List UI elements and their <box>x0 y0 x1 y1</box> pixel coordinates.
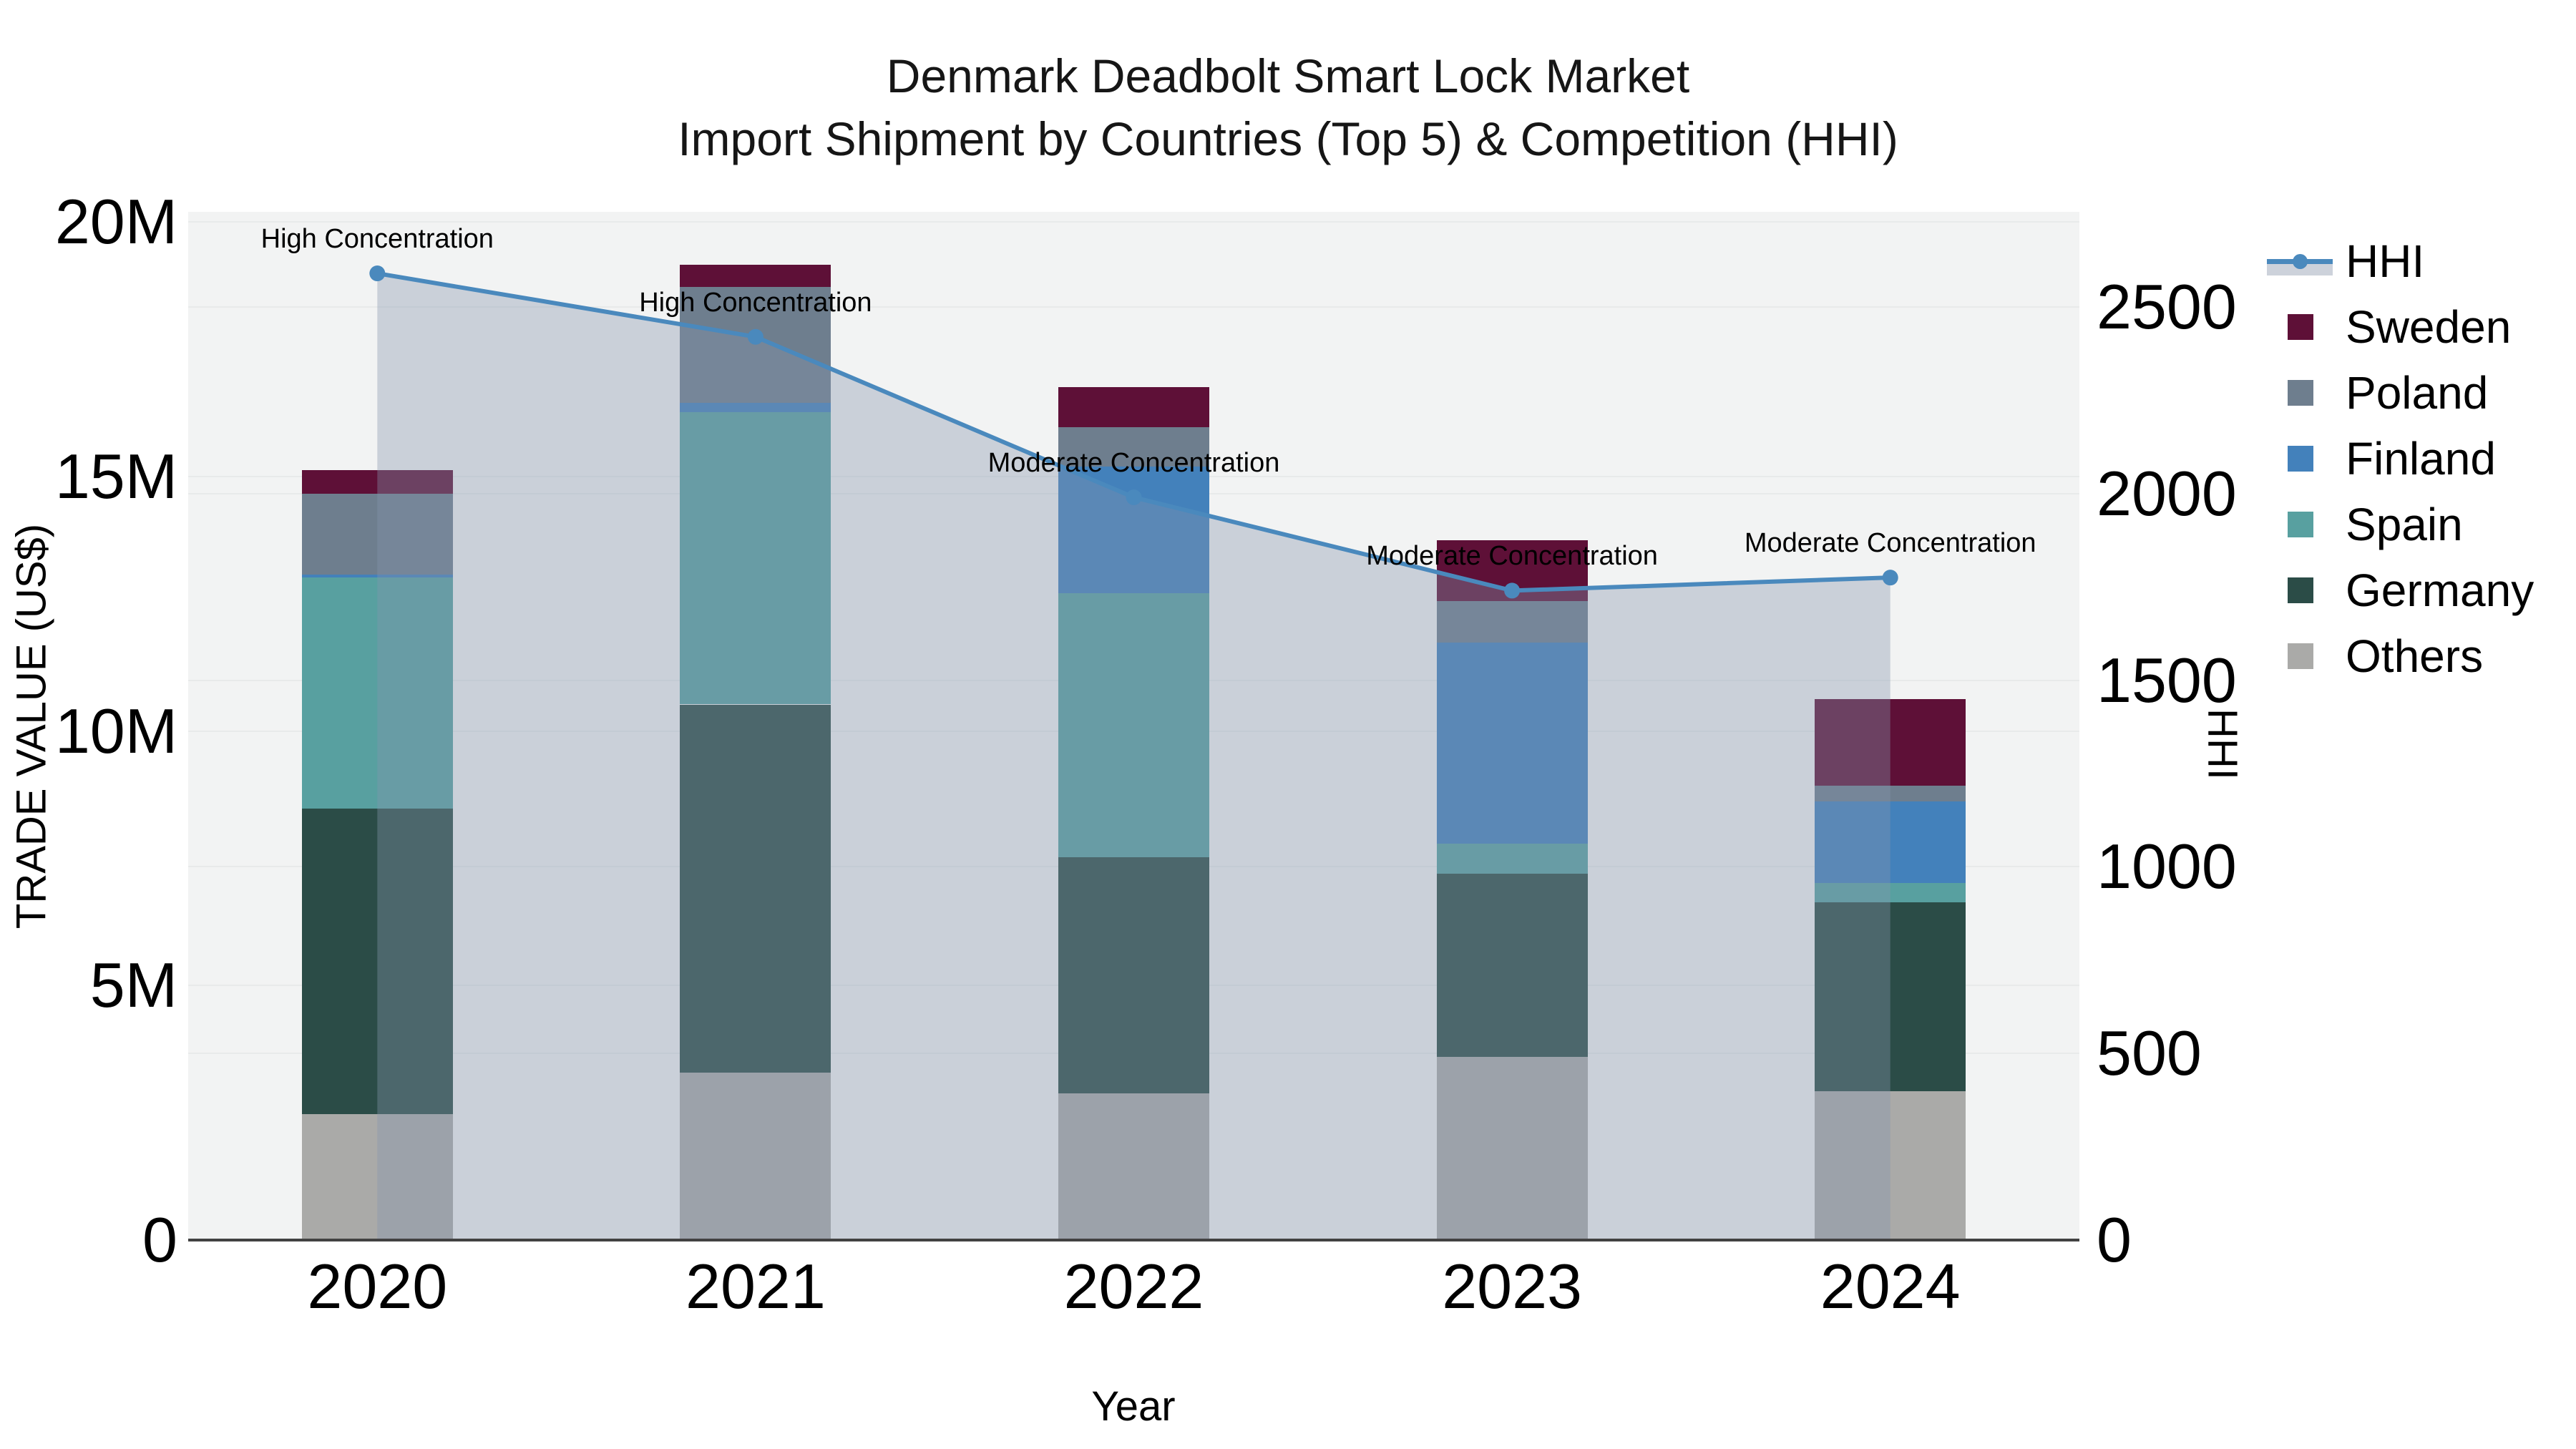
bar-segment-finland-2021[interactable] <box>680 403 831 413</box>
y-left-tick-10M: 10M <box>54 695 177 766</box>
legend-label-sweden: Sweden <box>2346 301 2512 353</box>
bar-segment-poland-2022[interactable] <box>1058 427 1209 467</box>
hhi-marker-2022[interactable] <box>1126 489 1142 506</box>
bar-segment-spain-2024[interactable] <box>1815 883 1966 903</box>
legend-swatch-poland <box>2267 360 2333 426</box>
hhi-overlay <box>369 265 1898 1240</box>
x-tick-2022: 2022 <box>1063 1251 1204 1322</box>
bar-segment-poland-2023[interactable] <box>1436 601 1588 643</box>
y-left-tick-15M: 15M <box>54 440 177 512</box>
bar-segment-poland-2024[interactable] <box>1815 786 1966 802</box>
legend-line-sample <box>2267 228 2333 294</box>
legend: HHI Sweden Poland Finland Spain Germany Others <box>2267 228 2534 689</box>
x-axis-title: Year <box>1091 1383 1176 1430</box>
y-right-tick-0: 0 <box>2097 1204 2132 1275</box>
y-right-tick-2500: 2500 <box>2097 271 2237 342</box>
legend-label-others: Others <box>2346 630 2484 682</box>
legend-swatch-others <box>2267 623 2333 689</box>
annotation-2024: Moderate Concentration <box>1744 528 2036 559</box>
annotation-2020: High Concentration <box>260 224 494 255</box>
y-right-tick-500: 500 <box>2097 1018 2202 1089</box>
gridline-trade-20 <box>188 221 2079 223</box>
bar-segment-spain-2022[interactable] <box>1058 592 1209 857</box>
bar-segment-others-2021[interactable] <box>680 1072 831 1240</box>
legend-item-sweden[interactable]: Sweden <box>2267 294 2534 360</box>
hhi-marker-sample <box>2293 254 2308 269</box>
bar-segment-others-2022[interactable] <box>1058 1093 1209 1240</box>
color-swatch <box>2288 380 2313 406</box>
bar-segment-finland-2024[interactable] <box>1815 801 1966 884</box>
legend-swatch-finland <box>2267 426 2333 492</box>
y-left-tick-0: 0 <box>142 1204 177 1275</box>
bar-segment-others-2024[interactable] <box>1815 1091 1966 1240</box>
legend-swatch-spain <box>2267 492 2333 557</box>
x-tick-2024: 2024 <box>1820 1251 1961 1322</box>
hhi-marker-2021[interactable] <box>747 328 763 345</box>
annotation-2022: Moderate Concentration <box>987 448 1280 479</box>
legend-item-spain[interactable]: Spain <box>2267 492 2534 557</box>
x-tick-2021: 2021 <box>686 1251 826 1322</box>
legend-label-germany: Germany <box>2346 565 2534 616</box>
bar-segment-poland-2021[interactable] <box>680 287 831 404</box>
annotation-2021: High Concentration <box>639 287 872 318</box>
legend-item-germany[interactable]: Germany <box>2267 557 2534 623</box>
y-right-tick-1500: 1500 <box>2097 644 2237 716</box>
legend-swatch-germany <box>2267 557 2333 623</box>
bar-segment-sweden-2024[interactable] <box>1815 699 1966 786</box>
bar-segment-spain-2021[interactable] <box>680 412 831 705</box>
chart-title-line2: Import Shipment by Countries (Top 5) & C… <box>678 112 1898 165</box>
gridline-hhi-2500 <box>188 306 2079 308</box>
legend-item-others[interactable]: Others <box>2267 623 2534 689</box>
bar-segment-sweden-2020[interactable] <box>301 470 453 494</box>
legend-item-finland[interactable]: Finland <box>2267 426 2534 492</box>
color-swatch <box>2288 643 2313 669</box>
hhi-marker-2023[interactable] <box>1504 582 1521 599</box>
color-swatch <box>2288 577 2313 603</box>
bar-segment-others-2023[interactable] <box>1436 1056 1588 1240</box>
bar-segment-spain-2023[interactable] <box>1436 844 1588 874</box>
bar-segment-finland-2023[interactable] <box>1436 643 1588 844</box>
x-tick-2023: 2023 <box>1442 1251 1582 1322</box>
annotation-2023: Moderate Concentration <box>1366 541 1658 572</box>
legend-label-poland: Poland <box>2346 367 2489 419</box>
bar-segment-germany-2022[interactable] <box>1058 857 1209 1094</box>
bar-segment-sweden-2021[interactable] <box>680 265 831 288</box>
bar-segment-germany-2020[interactable] <box>301 809 453 1115</box>
bar-segment-finland-2020[interactable] <box>301 575 453 577</box>
color-swatch <box>2288 314 2313 340</box>
y-axis-right-title: HHI <box>2199 708 2246 780</box>
legend-swatch-sweden <box>2267 294 2333 360</box>
bar-segment-spain-2020[interactable] <box>301 577 453 809</box>
chart-title-line1: Denmark Deadbolt Smart Lock Market <box>886 49 1690 102</box>
y-left-tick-20M: 20M <box>54 186 177 257</box>
hhi-marker-2020[interactable] <box>369 265 386 282</box>
legend-label-hhi: HHI <box>2346 235 2425 287</box>
y-right-tick-1000: 1000 <box>2097 831 2237 902</box>
bar-segment-finland-2022[interactable] <box>1058 466 1209 593</box>
hhi-marker-2024[interactable] <box>1882 570 1898 586</box>
bar-segment-others-2020[interactable] <box>301 1114 453 1240</box>
bar-segment-germany-2023[interactable] <box>1436 874 1588 1057</box>
plot-area <box>188 212 2079 1240</box>
x-tick-2020: 2020 <box>307 1251 448 1322</box>
bar-segment-germany-2021[interactable] <box>680 704 831 1073</box>
legend-item-poland[interactable]: Poland <box>2267 360 2534 426</box>
bar-segment-germany-2024[interactable] <box>1815 902 1966 1092</box>
hhi-fill-area <box>377 273 1890 1240</box>
legend-label-finland: Finland <box>2346 433 2496 484</box>
bar-segment-poland-2020[interactable] <box>301 493 453 575</box>
color-swatch <box>2288 512 2313 537</box>
y-right-tick-2000: 2000 <box>2097 457 2237 529</box>
legend-item-hhi[interactable]: HHI <box>2267 228 2534 294</box>
x-axis-line <box>188 1239 2079 1241</box>
y-left-tick-5M: 5M <box>89 950 177 1021</box>
legend-label-spain: Spain <box>2346 499 2463 550</box>
bar-segment-sweden-2022[interactable] <box>1058 386 1209 428</box>
color-swatch <box>2288 446 2313 472</box>
